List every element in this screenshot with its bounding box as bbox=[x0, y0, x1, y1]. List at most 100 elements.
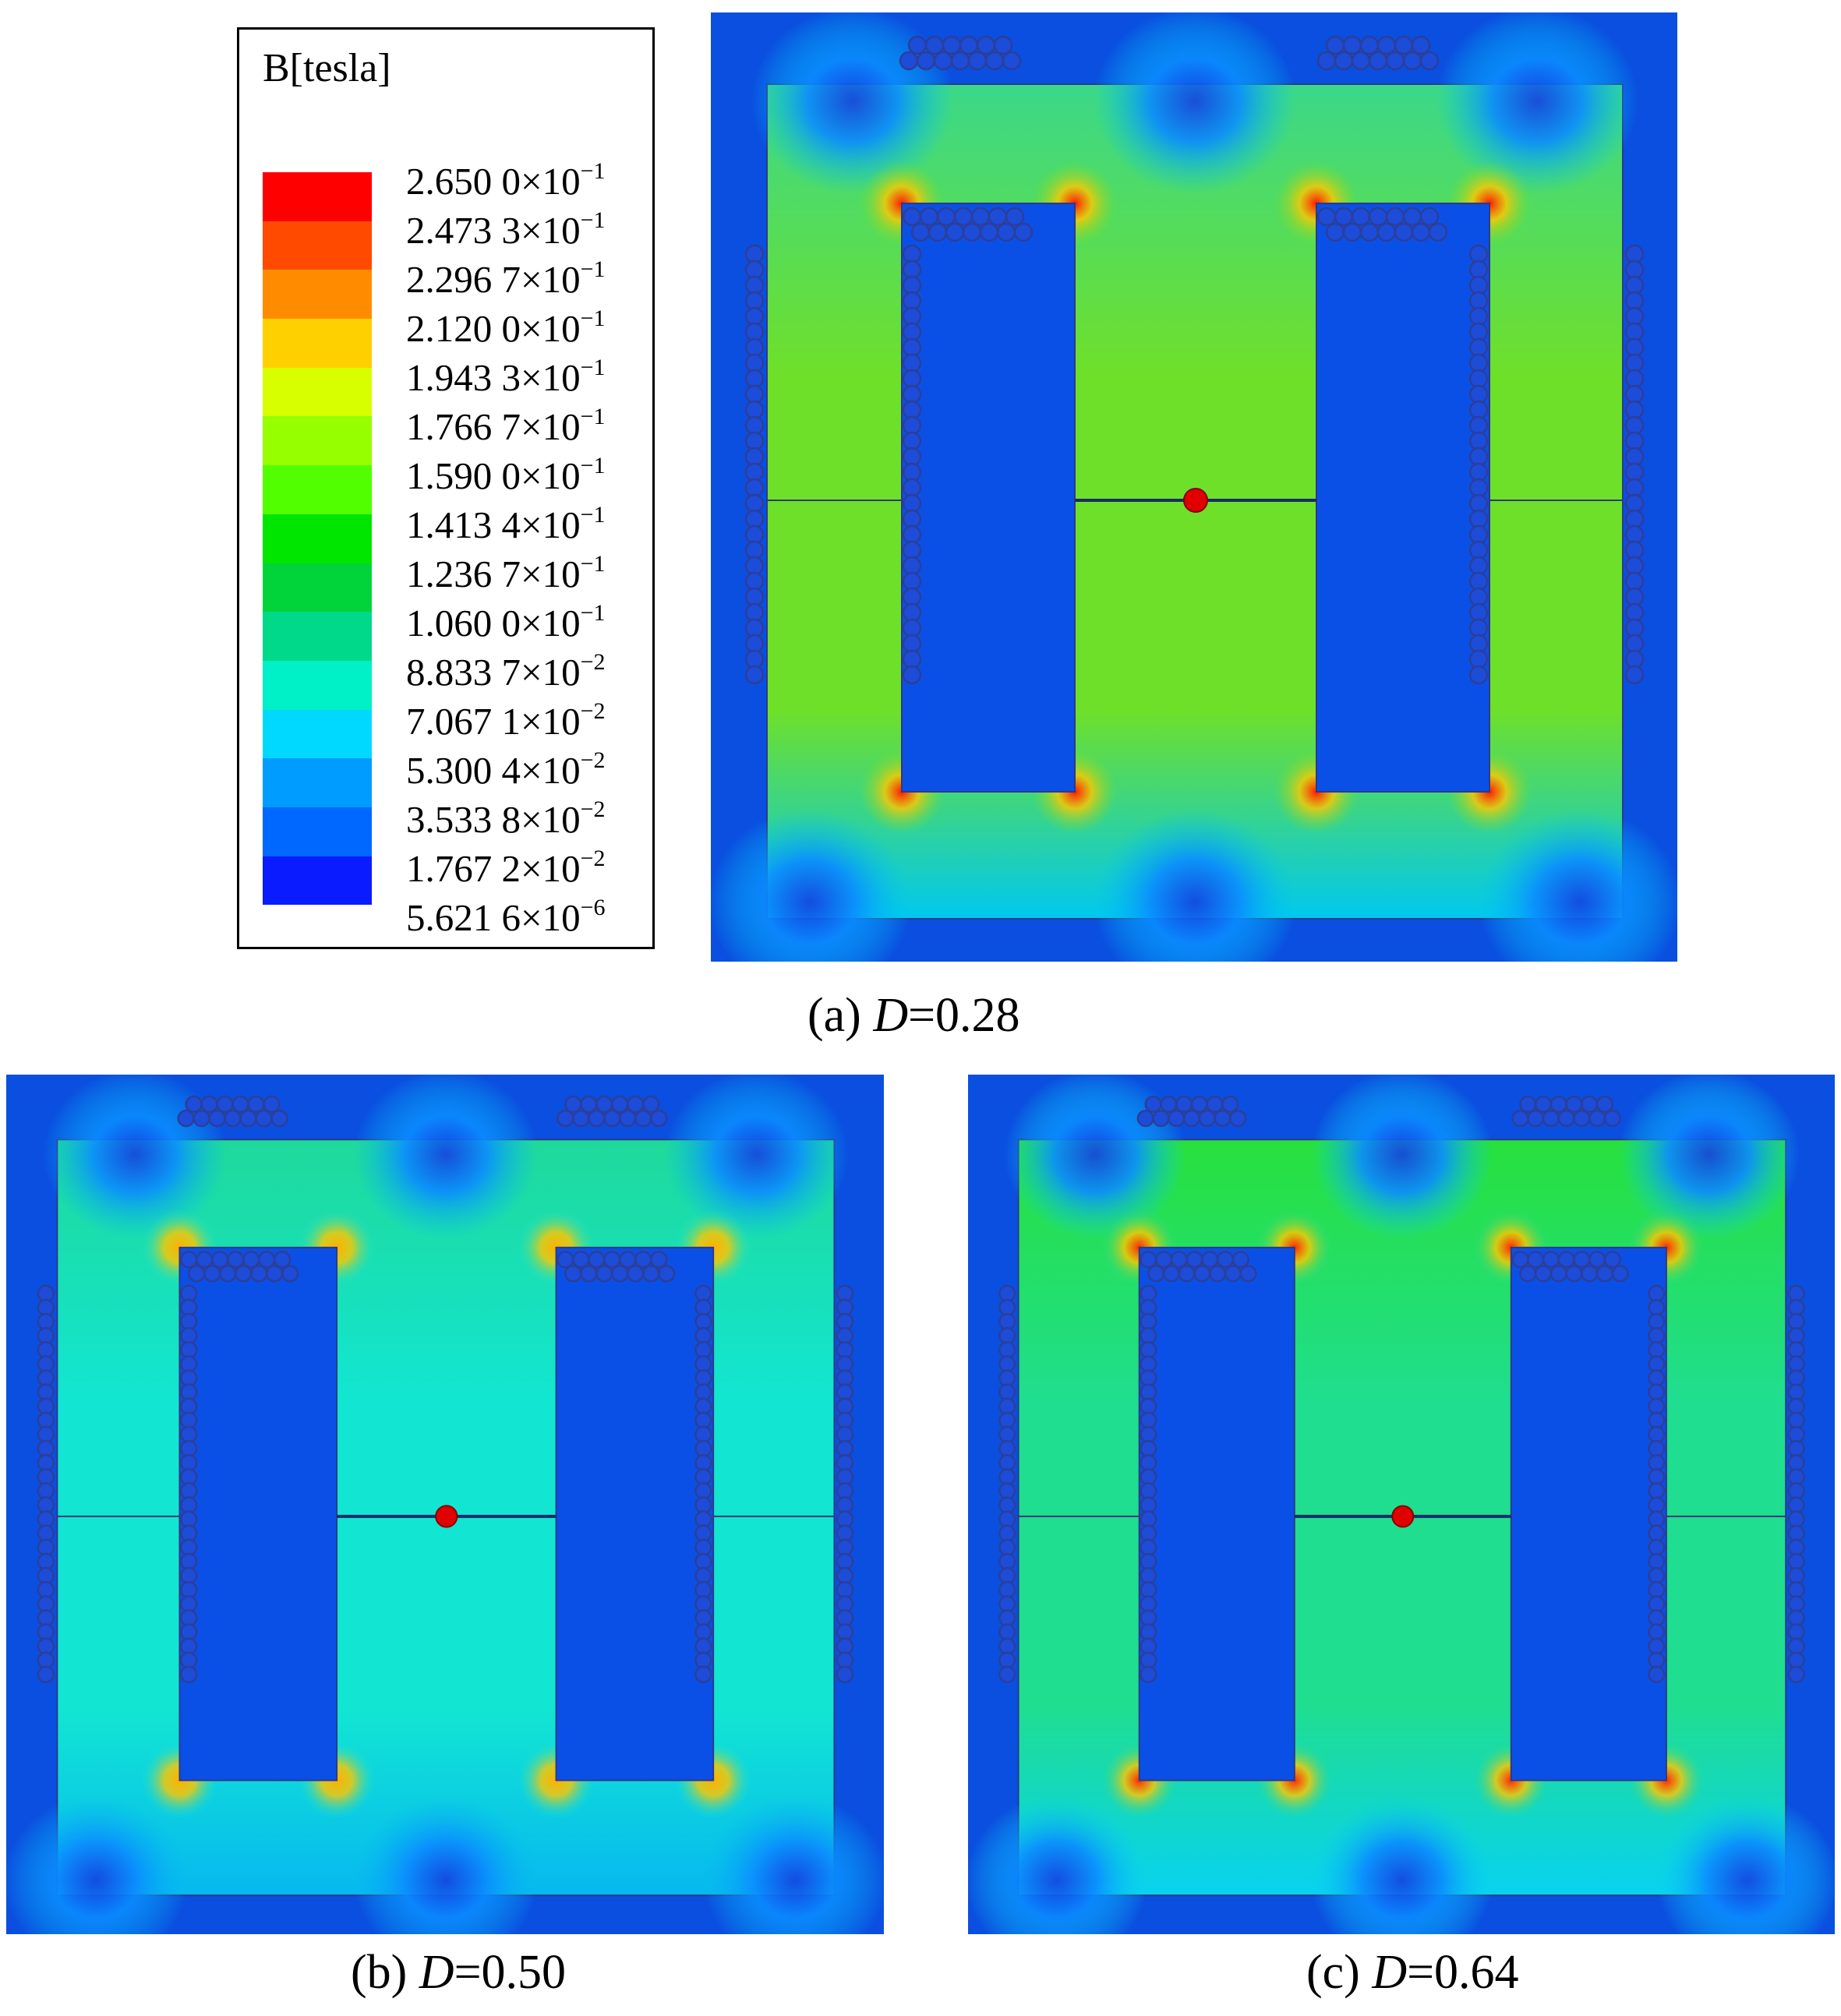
coil-turn bbox=[1468, 602, 1489, 623]
coil-turn bbox=[1787, 1425, 1805, 1443]
coil-turn bbox=[1005, 207, 1025, 227]
coil-turn bbox=[1611, 1265, 1629, 1283]
coil-turn bbox=[1595, 1265, 1614, 1283]
coil-turn bbox=[998, 1510, 1016, 1528]
coil-turn bbox=[1787, 1284, 1805, 1302]
coil-turn bbox=[970, 207, 991, 227]
coil-turn bbox=[1468, 431, 1489, 451]
coil-turn bbox=[1325, 35, 1345, 55]
coil-turn bbox=[1359, 35, 1380, 55]
coil-turn bbox=[744, 602, 765, 623]
coil-turn bbox=[1351, 207, 1371, 227]
coil-turn bbox=[208, 1109, 226, 1128]
coil-turn bbox=[1140, 1665, 1157, 1683]
coil-turn bbox=[744, 322, 765, 342]
coil-turn bbox=[1648, 1524, 1666, 1542]
right-window bbox=[555, 1246, 715, 1781]
coil-turn bbox=[231, 1095, 249, 1114]
coil-turn bbox=[1140, 1355, 1157, 1373]
coil-turn bbox=[998, 1637, 1016, 1655]
coil-turn bbox=[902, 478, 922, 498]
coil-turn bbox=[998, 1609, 1016, 1627]
coil-turn bbox=[1624, 602, 1645, 623]
coil-turn bbox=[1648, 1538, 1666, 1556]
coil-turn bbox=[1648, 1468, 1666, 1486]
coil-turn bbox=[1648, 1355, 1666, 1373]
coil-turn bbox=[226, 1251, 245, 1269]
coil-turn bbox=[1787, 1298, 1805, 1316]
low-field-zone bbox=[353, 1075, 538, 1240]
coil-turn bbox=[188, 1265, 206, 1283]
coil-turn bbox=[1787, 1369, 1805, 1387]
coil-turn bbox=[180, 1665, 198, 1683]
coil-turn bbox=[1787, 1411, 1805, 1429]
coil-turn bbox=[1581, 1265, 1599, 1283]
coil-turn bbox=[902, 275, 922, 295]
coil-turn bbox=[1468, 618, 1489, 638]
coil-turn bbox=[1468, 540, 1489, 560]
coil-turn bbox=[945, 222, 965, 242]
coil-turn bbox=[1648, 1580, 1666, 1599]
coil-turn bbox=[1648, 1439, 1666, 1458]
coil-turn bbox=[627, 1265, 645, 1283]
coil-turn bbox=[1624, 493, 1645, 514]
coil-turn bbox=[744, 415, 765, 436]
coil-turn bbox=[1648, 1298, 1666, 1316]
coil-turn bbox=[1624, 415, 1645, 436]
coil-turn bbox=[744, 337, 765, 358]
coil-turn bbox=[1648, 1453, 1666, 1472]
coil-turn bbox=[998, 1496, 1016, 1514]
coil-turn bbox=[1376, 222, 1397, 242]
coil-turn bbox=[1573, 1110, 1591, 1128]
coil-turn bbox=[998, 1312, 1016, 1331]
coil-turn bbox=[1140, 1453, 1157, 1472]
coil-turn bbox=[1648, 1326, 1666, 1345]
legend-swatch bbox=[263, 660, 372, 710]
coil-turn bbox=[1624, 556, 1645, 576]
coil-turn bbox=[1140, 1425, 1157, 1443]
coil-turn bbox=[1419, 207, 1440, 227]
coil-turn bbox=[564, 1265, 582, 1283]
coil-turn bbox=[557, 1251, 574, 1269]
coil-turn bbox=[1787, 1326, 1805, 1345]
coil-turn bbox=[744, 524, 765, 545]
coil-turn bbox=[216, 1095, 234, 1114]
coil-turn bbox=[1787, 1665, 1805, 1683]
coil-turn bbox=[1624, 306, 1645, 327]
coil-turn bbox=[907, 35, 928, 55]
coil-turn bbox=[1787, 1524, 1805, 1542]
coil-turn bbox=[902, 260, 922, 280]
coil-turn bbox=[902, 431, 922, 451]
coil-turn bbox=[1787, 1453, 1805, 1472]
coil-turn bbox=[936, 207, 956, 227]
coil-turn bbox=[1152, 1110, 1170, 1128]
coil-turn bbox=[1595, 1095, 1614, 1114]
coil-turn bbox=[902, 322, 922, 342]
coil-turn bbox=[572, 1251, 590, 1269]
coil-turn bbox=[902, 587, 922, 607]
coil-turn bbox=[998, 1580, 1016, 1599]
coil-turn bbox=[1140, 1524, 1157, 1542]
coil-turn bbox=[270, 1109, 288, 1128]
legend-swatch bbox=[263, 270, 372, 320]
low-field-zone bbox=[1618, 1075, 1800, 1240]
coil-turn bbox=[1624, 353, 1645, 373]
coil-turn bbox=[1140, 1251, 1157, 1269]
coil-turn bbox=[1198, 1110, 1216, 1128]
coil-turn bbox=[572, 1109, 590, 1128]
coil-turn bbox=[744, 478, 765, 498]
coil-turn bbox=[1787, 1538, 1805, 1556]
coil-turn bbox=[1468, 415, 1489, 436]
coil-turn bbox=[1648, 1383, 1666, 1401]
coil-turn bbox=[1603, 1110, 1621, 1128]
coil-turn bbox=[1468, 524, 1489, 545]
coil-turn bbox=[1170, 1251, 1188, 1269]
coil-turn bbox=[902, 353, 922, 373]
center-marker bbox=[1183, 488, 1208, 513]
coil-turn bbox=[1648, 1397, 1666, 1415]
coil-turn bbox=[902, 509, 922, 529]
coil-turn bbox=[899, 51, 919, 71]
coil-turn bbox=[902, 337, 922, 358]
coil-turn bbox=[1787, 1595, 1805, 1613]
coil-turn bbox=[657, 1265, 676, 1283]
